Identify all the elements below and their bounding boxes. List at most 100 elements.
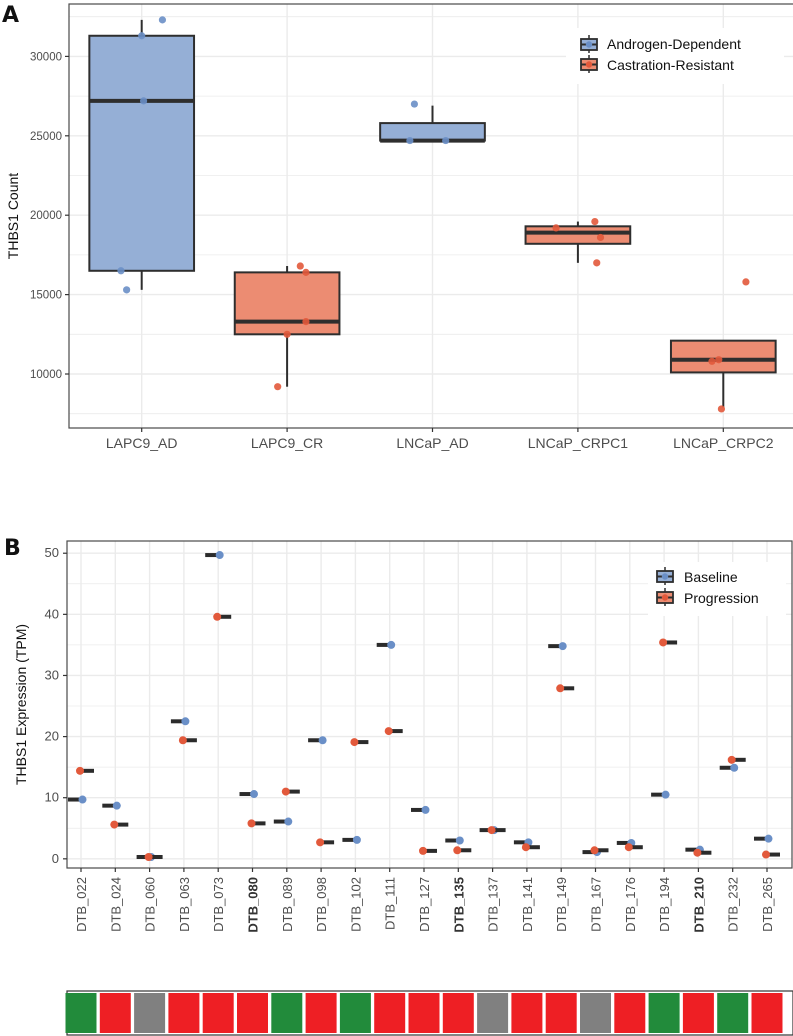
sample-label: DTB_149 <box>554 877 569 932</box>
baseline-median-bar <box>68 797 80 802</box>
baseline-point <box>250 790 258 799</box>
x-category-label: LAPC9_CR <box>251 435 323 451</box>
status-cell-red <box>545 993 577 1033</box>
sample-dtb-265 <box>754 834 780 859</box>
baseline-point <box>421 805 430 814</box>
baseline-point <box>387 640 396 649</box>
data-point <box>708 357 716 365</box>
y-tick-label: 50 <box>45 545 59 560</box>
progression-point <box>316 838 325 847</box>
progression-point <box>144 852 153 861</box>
status-cell-green <box>65 993 97 1033</box>
box-lapc9-cr <box>233 266 341 387</box>
legend-label-progression: Progression <box>684 590 759 606</box>
baseline-median-bar <box>548 644 561 649</box>
legend-key-baseline <box>656 567 674 585</box>
progression-point <box>624 843 633 852</box>
status-strip <box>65 990 793 1036</box>
baseline-point <box>558 642 567 651</box>
legend-key-androgen-dependent-dot <box>585 41 593 48</box>
y-tick-label: 25000 <box>30 131 62 143</box>
progression-median-bar <box>630 845 643 850</box>
box-iqr <box>379 122 486 142</box>
progression-point <box>693 848 702 857</box>
legend-key-baseline-dot <box>661 573 669 580</box>
sample-dtb-073 <box>205 551 232 621</box>
y-tick-label: 10 <box>45 790 59 805</box>
sample-dtb-194 <box>651 638 678 799</box>
legend-label-baseline: Baseline <box>684 569 738 585</box>
y-tick-label: 40 <box>45 606 59 621</box>
y-tick-label: 30 <box>45 667 59 682</box>
panel-b-y-axis: 0 10 20 30 40 50 <box>45 545 67 866</box>
baseline-median-bar <box>376 642 389 647</box>
panel-b-y-axis-title: THBS1 Expression (TPM) <box>13 624 29 785</box>
legend-key-castration-resistant-dot <box>585 61 593 68</box>
box-iqr <box>669 339 777 374</box>
progression-point <box>247 819 256 828</box>
progression-median-bar <box>527 845 540 850</box>
progression-median-bar <box>184 738 197 743</box>
data-point <box>742 278 750 286</box>
progression-point <box>659 638 668 647</box>
progression-point <box>590 846 599 855</box>
baseline-point <box>352 835 361 844</box>
panel-a-legend: Androgen-Dependent Castration-Resistant <box>566 28 784 84</box>
baseline-point <box>730 763 739 772</box>
progression-median-bar <box>116 822 129 827</box>
status-cell-red <box>614 993 646 1033</box>
box-lncap-ad <box>379 105 486 143</box>
status-cell-red <box>442 993 474 1033</box>
progression-point <box>110 820 119 829</box>
sample-label: DTB_073 <box>211 877 226 932</box>
sample-dtb-167 <box>582 846 609 857</box>
status-cell-red <box>99 993 131 1033</box>
sample-dtb-111 <box>376 640 403 736</box>
box-iqr <box>524 225 632 245</box>
progression-point <box>521 843 530 852</box>
sample-dtb-232 <box>719 755 746 772</box>
progression-median-bar <box>253 821 266 826</box>
progression-point <box>453 846 462 855</box>
status-cell-red <box>408 993 440 1033</box>
sample-dtb-024 <box>102 801 129 829</box>
data-point <box>406 136 414 145</box>
baseline-median-bar <box>582 850 595 855</box>
panel-b-legend: Baseline Progression <box>648 562 786 616</box>
sample-dtb-089 <box>273 787 300 826</box>
box-lncap-crpc1 <box>524 221 632 263</box>
sample-dtb-210 <box>685 845 712 857</box>
y-tick-label: 20000 <box>30 210 62 222</box>
baseline-median-bar <box>616 840 629 845</box>
progression-median-bar <box>459 848 472 853</box>
data-point <box>274 383 282 391</box>
progression-point <box>76 766 84 775</box>
data-point <box>596 233 605 242</box>
baseline-median-bar <box>754 836 766 841</box>
data-point <box>715 356 723 364</box>
data-point <box>302 268 310 276</box>
progression-point <box>178 736 187 745</box>
progression-median-bar <box>596 848 609 853</box>
y-tick-label: 30000 <box>30 51 62 63</box>
legend-background <box>566 28 784 84</box>
status-cell-gray <box>134 993 166 1033</box>
data-point <box>591 217 599 226</box>
legend-key-androgen-dependent <box>580 35 598 53</box>
progression-median-bar <box>562 686 575 691</box>
data-point <box>138 32 146 40</box>
x-category-label: LAPC9_AD <box>106 435 178 451</box>
progression-median-bar <box>699 850 712 855</box>
sample-label: DTB_137 <box>486 877 501 932</box>
sample-label: DTB_232 <box>726 877 741 932</box>
baseline-point <box>78 795 87 804</box>
progression-median-bar <box>425 848 437 853</box>
status-cell-green <box>717 993 749 1033</box>
progression-median-bar <box>665 640 678 645</box>
baseline-median-bar <box>651 792 664 797</box>
data-point <box>410 100 419 108</box>
sample-label: DTB_210 <box>691 877 706 933</box>
panel-a-y-axis-title: THBS1 Count <box>5 173 21 259</box>
